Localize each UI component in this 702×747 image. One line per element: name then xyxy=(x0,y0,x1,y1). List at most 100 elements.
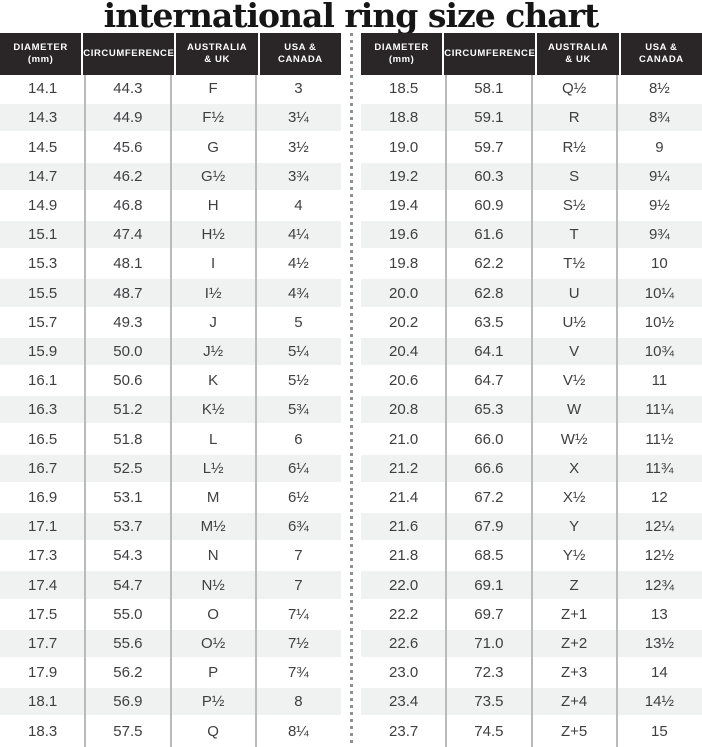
cell-australia-uk: M½ xyxy=(200,518,226,536)
column-header-diameter: DIAMETER (mm) xyxy=(0,33,82,75)
cell-australia-uk: F½ xyxy=(202,109,224,127)
cell-diameter: 20.0 xyxy=(389,284,419,302)
cell-circumference: 54.3 xyxy=(113,547,143,565)
cell-circumference: 69.1 xyxy=(474,576,504,594)
cell-circumference: 56.2 xyxy=(113,664,143,682)
cell-usa-canada: 3¼ xyxy=(287,109,309,127)
cell-circumference: 59.7 xyxy=(474,138,504,156)
column-header-australia-uk: AUSTRALIA & UK xyxy=(176,33,258,75)
column-header-label: AUSTRALIA xyxy=(547,42,609,53)
cell-circumference: 51.2 xyxy=(113,401,143,419)
column-header-usa-canada: USA & CANADA xyxy=(259,33,341,75)
cell-australia-uk: K xyxy=(208,372,219,390)
column-separator xyxy=(615,75,618,747)
cell-australia-uk: T½ xyxy=(563,255,585,273)
cell-usa-canada: 3¾ xyxy=(287,167,309,185)
column-header-label: & UK xyxy=(565,54,591,65)
cell-diameter: 19.4 xyxy=(389,196,419,214)
column-separator xyxy=(169,75,172,747)
cell-diameter: 14.9 xyxy=(28,196,58,214)
cell-diameter: 21.4 xyxy=(389,488,419,506)
cell-australia-uk: K½ xyxy=(201,401,225,419)
cell-circumference: 51.8 xyxy=(113,430,143,448)
cell-diameter: 19.2 xyxy=(389,167,419,185)
cell-usa-canada: 11 xyxy=(651,372,668,390)
cell-circumference: 64.7 xyxy=(474,372,504,390)
cell-circumference: 63.5 xyxy=(474,313,504,331)
cell-australia-uk: X xyxy=(569,459,580,477)
cell-circumference: 53.1 xyxy=(113,488,143,506)
cell-usa-canada: 12¾ xyxy=(644,576,674,594)
column-header-label: AUSTRALIA xyxy=(186,42,248,53)
cell-australia-uk: Z+1 xyxy=(560,605,588,623)
cell-usa-canada: 11¾ xyxy=(645,459,674,477)
column-header-usa-canada: USA & CANADA xyxy=(620,33,702,75)
cell-australia-uk: W½ xyxy=(560,430,588,448)
cell-usa-canada: 7¾ xyxy=(287,664,309,682)
table-body: 14.1 44.3 F 3 14.3 44.9 F½ 3¼ 14.5 45.6 G 3½ 14.7 46.… xyxy=(0,75,341,747)
column-header-australia-uk: AUSTRALIA & UK xyxy=(537,33,619,75)
cell-usa-canada: 10¾ xyxy=(644,342,674,360)
cell-diameter: 21.0 xyxy=(389,430,419,448)
page-title: international ring size chart xyxy=(103,0,600,35)
cell-usa-canada: 9½ xyxy=(648,196,670,214)
cell-diameter: 15.5 xyxy=(28,284,58,302)
cell-circumference: 47.4 xyxy=(113,226,143,244)
cell-diameter: 17.4 xyxy=(28,576,58,594)
cell-usa-canada: 9¾ xyxy=(648,226,670,244)
column-separator xyxy=(445,75,448,747)
cell-usa-canada: 12½ xyxy=(644,547,674,565)
cell-australia-uk: V½ xyxy=(562,372,586,390)
cell-usa-canada: 3 xyxy=(294,80,303,98)
cell-circumference: 50.0 xyxy=(113,342,143,360)
cell-diameter: 16.3 xyxy=(28,401,58,419)
cell-australia-uk: J½ xyxy=(203,342,224,360)
cell-australia-uk: O½ xyxy=(201,634,226,652)
cell-circumference: 44.9 xyxy=(113,109,143,127)
cell-usa-canada: 7½ xyxy=(287,634,309,652)
cell-diameter: 18.3 xyxy=(28,722,58,740)
cell-circumference: 54.7 xyxy=(113,576,143,594)
cell-australia-uk: G xyxy=(207,138,219,156)
column-header-label: DIAMETER xyxy=(374,42,429,53)
cell-australia-uk: P½ xyxy=(201,693,225,711)
cell-australia-uk: S½ xyxy=(562,196,586,214)
cell-australia-uk: J xyxy=(209,313,217,331)
cell-circumference: 53.7 xyxy=(113,518,143,536)
cell-usa-canada: 15 xyxy=(651,722,668,740)
cell-diameter: 17.7 xyxy=(28,634,58,652)
cell-usa-canada: 7¼ xyxy=(287,605,309,623)
cell-diameter: 18.8 xyxy=(389,109,419,127)
cell-australia-uk: U xyxy=(568,284,580,302)
table-header-row: DIAMETER (mm) CIRCUMFERENCE AUSTRALIA & UK US… xyxy=(0,33,341,75)
cell-usa-canada: 7 xyxy=(294,547,303,565)
cell-australia-uk: H xyxy=(207,196,219,214)
cell-diameter: 19.6 xyxy=(389,226,419,244)
cell-australia-uk: L xyxy=(208,430,218,448)
cell-usa-canada: 5 xyxy=(294,313,303,331)
cell-circumference: 64.1 xyxy=(474,342,504,360)
cell-australia-uk: G½ xyxy=(201,167,226,185)
ring-size-table-right: DIAMETER (mm) CIRCUMFERENCE AUSTRALIA & UK US… xyxy=(361,33,702,747)
cell-diameter: 17.5 xyxy=(28,605,58,623)
cell-australia-uk: S xyxy=(569,167,580,185)
cell-usa-canada: 10¼ xyxy=(644,284,674,302)
cell-diameter: 22.6 xyxy=(389,634,419,652)
dotted-divider xyxy=(349,33,353,747)
cell-circumference: 74.5 xyxy=(474,722,504,740)
cell-usa-canada: 14 xyxy=(651,664,668,682)
cell-usa-canada: 11½ xyxy=(645,430,674,448)
cell-australia-uk: I xyxy=(211,255,216,273)
cell-usa-canada: 6¼ xyxy=(287,459,309,477)
cell-circumference: 44.3 xyxy=(113,80,143,98)
table-body: 18.5 58.1 Q½ 8½ 18.8 59.1 R 8¾ 19.0 59.7 R½ 9 19.2 60… xyxy=(361,75,702,747)
cell-circumference: 49.3 xyxy=(113,313,143,331)
cell-circumference: 45.6 xyxy=(113,138,143,156)
cell-usa-canada: 9¼ xyxy=(648,167,670,185)
cell-circumference: 46.8 xyxy=(113,196,143,214)
column-header-label: & UK xyxy=(204,54,230,65)
cell-circumference: 52.5 xyxy=(113,459,143,477)
cell-circumference: 56.9 xyxy=(113,693,143,711)
cell-diameter: 17.1 xyxy=(28,518,58,536)
